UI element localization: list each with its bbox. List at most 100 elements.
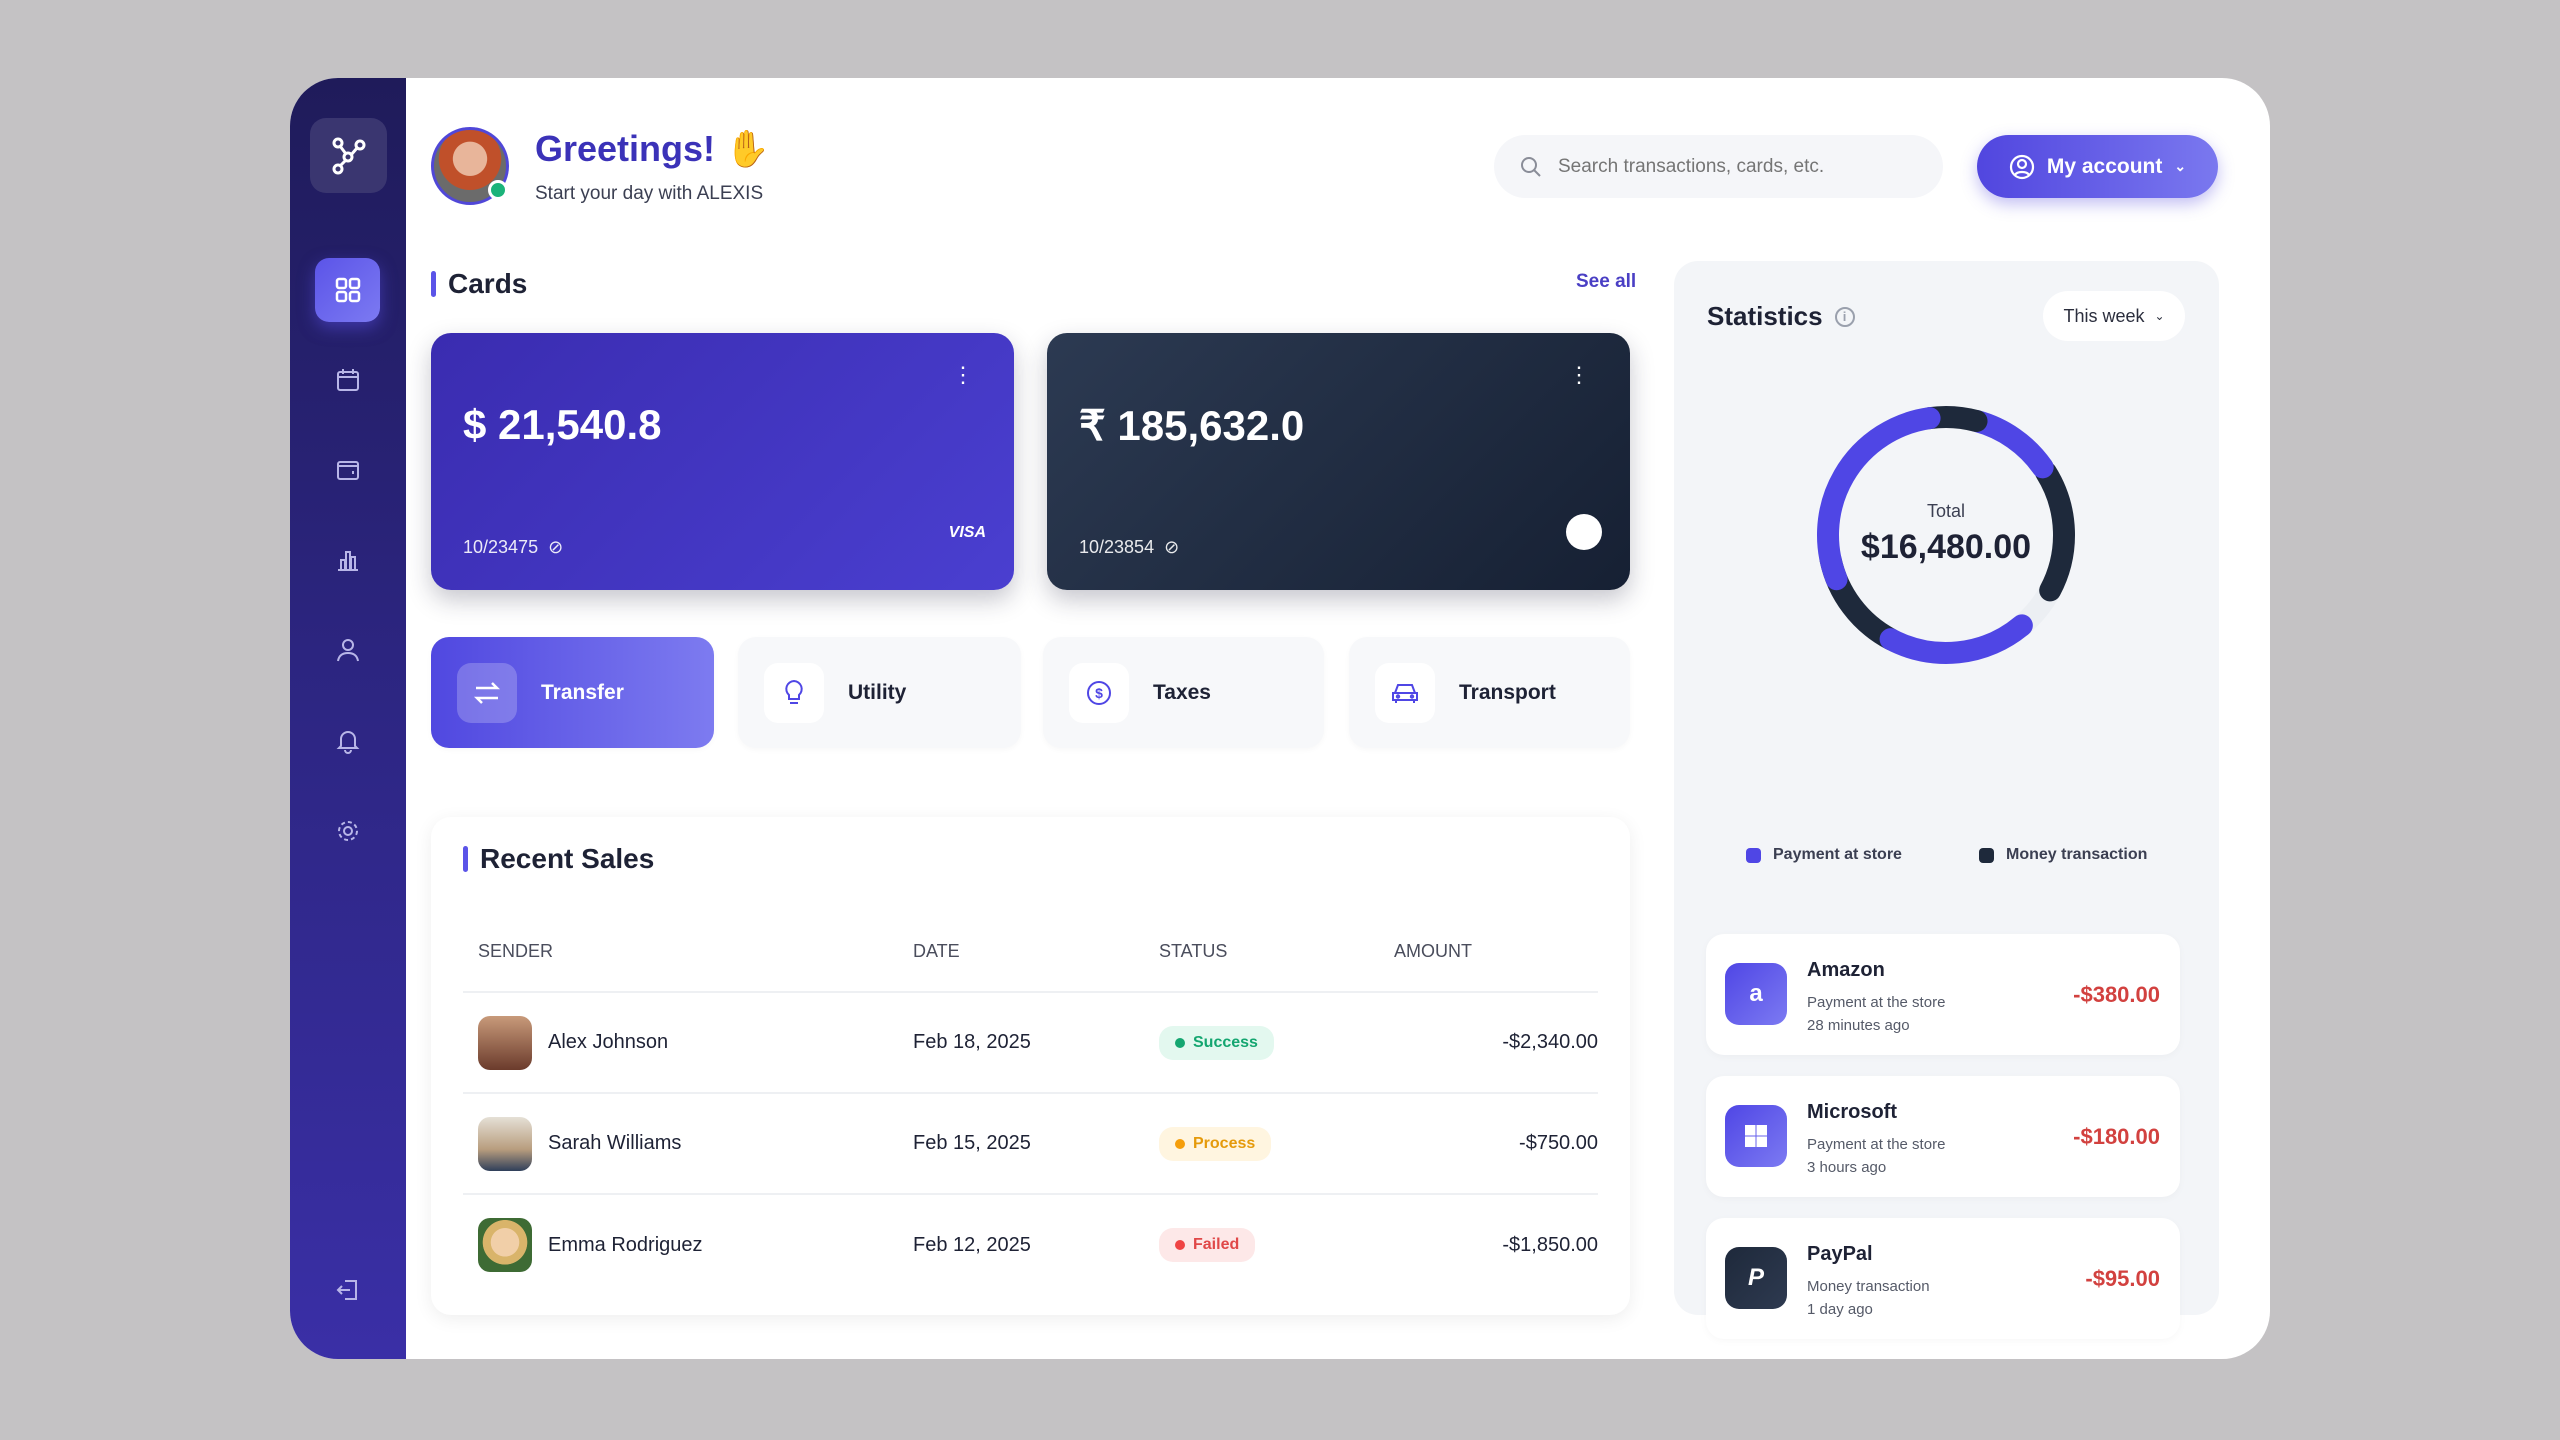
legend-money-transaction: Money transaction: [1979, 846, 2147, 864]
sale-date: Feb 15, 2025: [898, 1093, 1144, 1195]
sidebar: [290, 78, 406, 1359]
sale-date: Feb 18, 2025: [898, 992, 1144, 1094]
transaction-time: 1 day ago: [1807, 1301, 1873, 1318]
transaction-amount: -$180.00: [2073, 1124, 2160, 1149]
chevron-down-icon: ⌄: [2154, 309, 2165, 323]
cards-section-title: Cards: [431, 268, 527, 300]
legend-payment-at-store: Payment at store: [1746, 846, 1902, 864]
paypal-logo-icon: P: [1725, 1247, 1787, 1309]
user-circle-icon: [2009, 154, 2034, 179]
transaction-amount: -$95.00: [2085, 1266, 2160, 1291]
category-utility[interactable]: Utility: [738, 637, 1021, 748]
visa-logo: VISA: [948, 524, 986, 541]
sales-table: SENDER DATE STATUS AMOUNT Alex Johnson F…: [463, 912, 1598, 1295]
amazon-logo-icon: a: [1725, 963, 1787, 1025]
bar-chart-icon: [337, 551, 358, 571]
transaction-item-amazon[interactable]: a Amazon Payment at the store 28 minutes…: [1706, 934, 2180, 1055]
card-usd[interactable]: ⋮ $ 21,540.8 10/23475 ⊘ VISA: [431, 333, 1014, 590]
transaction-type: Money transaction: [1807, 1278, 1930, 1295]
legend-label: Money transaction: [2006, 846, 2148, 863]
dollar-coin-icon: $: [1069, 662, 1129, 723]
wallet-icon: [336, 461, 359, 480]
legend-swatch: [1979, 847, 1994, 863]
sidebar-item-settings[interactable]: [315, 799, 380, 863]
transaction-item-paypal[interactable]: P PayPal Money transaction 1 day ago -$9…: [1706, 1218, 2180, 1339]
sender-name: Sarah Williams: [548, 1132, 682, 1154]
logo[interactable]: [310, 118, 387, 193]
donut-segment: [1879, 614, 2033, 664]
sidebar-item-wallet[interactable]: [315, 438, 380, 502]
category-taxes[interactable]: $ Taxes: [1043, 637, 1324, 748]
more-options-icon[interactable]: ⋮: [1568, 362, 1590, 387]
table-row[interactable]: Sarah Williams Feb 15, 2025 Process -$75…: [463, 1093, 1598, 1195]
column-header-status[interactable]: STATUS: [1144, 912, 1379, 993]
lightbulb-icon: [764, 662, 824, 723]
chevron-down-icon: ⌄: [2174, 158, 2187, 174]
table-row[interactable]: Alex Johnson Feb 18, 2025 Success -$2,34…: [463, 992, 1598, 1094]
sidebar-item-dashboard[interactable]: [315, 258, 380, 322]
title-accent: [431, 271, 436, 297]
search-input[interactable]: [1558, 155, 1918, 178]
category-label: Taxes: [1153, 680, 1211, 704]
merchant-name: Microsoft: [1807, 1101, 1897, 1123]
user-avatar[interactable]: [431, 127, 509, 205]
column-header-amount[interactable]: AMOUNT: [1379, 912, 1598, 993]
cards-title: Cards: [448, 268, 528, 299]
my-account-button[interactable]: My account ⌄: [1977, 135, 2218, 198]
merchant-name: PayPal: [1807, 1243, 1873, 1265]
user-icon: [336, 639, 359, 662]
sale-amount: -$750.00: [1379, 1093, 1598, 1195]
card-inr[interactable]: ⋮ ₹ 185,632.0 10/23854 ⊘: [1047, 333, 1630, 590]
column-header-date[interactable]: DATE: [898, 912, 1144, 993]
transaction-item-microsoft[interactable]: Microsoft Payment at the store 3 hours a…: [1706, 1076, 2180, 1197]
recent-sales-title-text: Recent Sales: [480, 843, 655, 874]
grid-icon: [335, 277, 360, 303]
legend-swatch: [1746, 847, 1761, 863]
eye-off-icon[interactable]: ⊘: [548, 537, 564, 557]
sale-date: Feb 12, 2025: [913, 1233, 1031, 1256]
period-value: This week: [2063, 305, 2145, 326]
period-dropdown[interactable]: This week ⌄: [2043, 291, 2185, 341]
gear-icon: [337, 821, 358, 841]
greeting-title: Greetings! ✋: [535, 128, 770, 170]
card-balance: ₹ 185,632.0: [1079, 402, 1305, 449]
legend-label: Payment at store: [1773, 846, 1902, 863]
logout-button[interactable]: [315, 1258, 380, 1322]
nodes-logo-icon: [332, 137, 365, 174]
sender-avatar: [478, 1218, 532, 1272]
online-status-dot: [488, 180, 508, 200]
transfer-icon: [457, 662, 517, 723]
transaction-time: 28 minutes ago: [1807, 1017, 1910, 1034]
status-badge: Success: [1159, 1025, 1274, 1060]
sidebar-item-analytics[interactable]: [315, 528, 380, 592]
merchant-name: Amazon: [1807, 959, 1885, 981]
statistics-donut-chart: Total $16,480.00: [1817, 406, 2075, 664]
see-all-link[interactable]: See all: [1576, 271, 1637, 292]
search-bar[interactable]: [1494, 135, 1943, 198]
category-transfer[interactable]: Transfer: [431, 637, 714, 748]
info-icon[interactable]: i: [1834, 306, 1855, 327]
status-badge: Failed: [1159, 1228, 1256, 1262]
column-header-sender[interactable]: SENDER: [463, 912, 898, 993]
transaction-time: 3 hours ago: [1807, 1159, 1887, 1176]
sidebar-item-notifications[interactable]: [315, 709, 380, 773]
category-transport[interactable]: Transport: [1349, 637, 1630, 748]
dashboard-window: Greetings! ✋ Start your day with ALEXIS …: [290, 78, 2270, 1359]
sidebar-item-calendar[interactable]: [315, 348, 380, 412]
waving-hand-icon: ✋: [725, 128, 770, 169]
table-row[interactable]: Emma Rodriguez Feb 12, 2025 Failed -$1,8…: [463, 1194, 1598, 1295]
total-value: $16,480.00: [1861, 528, 2031, 566]
more-options-icon[interactable]: ⋮: [952, 362, 974, 387]
svg-text:$: $: [1095, 685, 1103, 701]
sender-avatar: [478, 1116, 532, 1171]
calendar-icon: [336, 369, 359, 391]
statistics-title: Statistics i: [1707, 301, 1855, 332]
sidebar-item-profile[interactable]: [315, 618, 380, 682]
donut-segment: [1817, 407, 1941, 591]
recent-sales-title: Recent Sales: [463, 843, 654, 875]
recent-sales-panel: Recent Sales SENDER DATE STATUS AMOUNT A…: [431, 817, 1630, 1315]
statistics-title-text: Statistics: [1707, 301, 1823, 331]
car-icon: [1375, 662, 1435, 723]
transaction-type: Payment at the store: [1807, 1136, 1946, 1153]
eye-off-icon[interactable]: ⊘: [1164, 537, 1180, 557]
